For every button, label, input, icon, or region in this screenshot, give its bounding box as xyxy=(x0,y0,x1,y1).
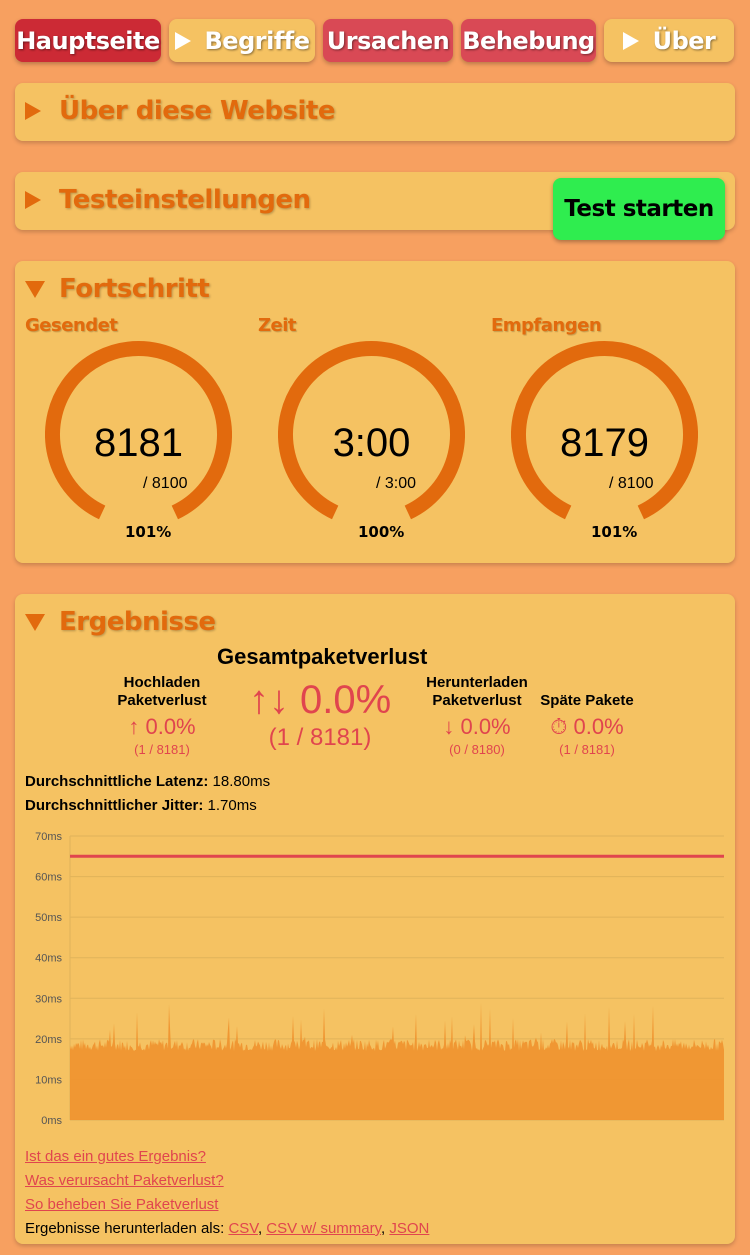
start-test-button[interactable]: Test starten xyxy=(553,178,725,240)
download-prefix: Ergebnisse herunterladen als: xyxy=(25,1220,225,1237)
download-loss-count: (0 / 8180) xyxy=(449,742,505,757)
gauge-label: Empfangen xyxy=(491,315,602,336)
late-packets-count: (1 / 8181) xyxy=(559,742,615,757)
late-packets-stat: Späte Pakete ⏱ 0.0% (1 / 8181) xyxy=(532,692,642,757)
progress-panel-header[interactable]: Fortschritt xyxy=(15,261,735,317)
progress-panel-title: Fortschritt xyxy=(59,274,210,304)
late-packets-value: ⏱ 0.0% xyxy=(550,714,624,739)
nav-causes-button[interactable]: Ursachen xyxy=(323,19,453,62)
expand-icon xyxy=(25,102,41,120)
gauge-time: Zeit 3:00 / 3:00 100% xyxy=(248,313,481,553)
y-tick-label: 50ms xyxy=(35,912,62,924)
total-loss-count: (1 / 8181) xyxy=(268,724,372,751)
about-panel: Über diese Website xyxy=(15,83,735,141)
nav-terms-button[interactable]: Begriffe xyxy=(169,19,315,62)
y-tick-label: 10ms xyxy=(35,1074,62,1086)
gauge-ring xyxy=(511,341,698,520)
gauge-label: Zeit xyxy=(258,315,297,336)
jitter-metric: Durchschnittlicher Jitter: 1.70ms xyxy=(25,797,257,814)
gauge-total: / 8100 xyxy=(609,475,654,492)
total-loss-title: Gesamtpaketverlust xyxy=(217,644,428,669)
gauge-received: Empfangen 8179 / 8100 101% xyxy=(481,313,714,553)
y-tick-label: 0ms xyxy=(41,1115,62,1127)
y-tick-label: 40ms xyxy=(35,953,62,965)
top-nav: Hauptseite Begriffe Ursachen Behebung Üb… xyxy=(15,19,734,62)
settings-panel-title: Testeinstellungen xyxy=(59,185,311,215)
json-link[interactable]: JSON xyxy=(389,1220,430,1237)
collapse-icon xyxy=(25,613,45,631)
good-result-link[interactable]: Ist das ein gutes Ergebnis? xyxy=(25,1148,206,1165)
play-icon xyxy=(174,31,191,50)
total-loss-stat: ↑↓ 0.0% (1 / 8181) xyxy=(230,678,410,752)
upload-loss-value: ↑ 0.0% xyxy=(128,714,196,739)
latency-label: Durchschnittliche Latenz: xyxy=(25,773,209,790)
results-panel: Ergebnisse Gesamtpaketverlust Hochladen … xyxy=(15,594,735,1244)
cause-link[interactable]: Was verursacht Paketverlust? xyxy=(25,1172,224,1189)
gauge-ring xyxy=(45,341,232,520)
nav-home-button[interactable]: Hauptseite xyxy=(15,19,161,62)
nav-fix-button[interactable]: Behebung xyxy=(461,19,596,62)
gauge-arc xyxy=(511,341,698,520)
download-row: Ergebnisse herunterladen als: CSV, CSV w… xyxy=(25,1220,430,1237)
upload-loss-count: (1 / 8181) xyxy=(134,742,190,757)
y-tick-label: 60ms xyxy=(35,872,62,884)
gauge-arc xyxy=(278,341,465,520)
progress-gauges: Gesendet 8181 / 8100 101% Zeit 3:00 / 3:… xyxy=(15,313,735,553)
jitter-label: Durchschnittlicher Jitter: xyxy=(25,797,204,814)
results-panel-title: Ergebnisse xyxy=(59,607,216,637)
download-loss-value: ↓ 0.0% xyxy=(443,714,511,739)
settings-panel-header[interactable]: Testeinstellungen xyxy=(15,172,735,228)
fix-link[interactable]: So beheben Sie Paketverlust xyxy=(25,1196,219,1213)
about-panel-title: Über diese Website xyxy=(59,96,336,126)
latency-metric: Durchschnittliche Latenz: 18.80ms xyxy=(25,773,270,790)
upload-loss-label-2: Paketverlust xyxy=(117,692,207,709)
gauge-percent: 101% xyxy=(591,523,638,541)
results-panel-header[interactable]: Ergebnisse xyxy=(15,594,735,650)
collapse-icon xyxy=(25,280,45,298)
csv-link[interactable]: CSV xyxy=(228,1220,258,1237)
y-tick-label: 70ms xyxy=(35,831,62,843)
latency-chart: 70ms 60ms 50ms 40ms 30ms 20ms 10ms 0ms xyxy=(35,831,724,1127)
gauge-total: / 3:00 xyxy=(376,475,417,492)
upload-loss-stat: Hochladen Paketverlust ↑ 0.0% (1 / 8181) xyxy=(97,674,227,757)
play-icon xyxy=(622,31,639,50)
gauge-label: Gesendet xyxy=(25,315,118,336)
progress-panel: Fortschritt Gesendet 8181 / 8100 101% Ze… xyxy=(15,261,735,563)
download-loss-stat: Herunterladen Paketverlust ↓ 0.0% (0 / 8… xyxy=(412,674,542,757)
gauge-arc xyxy=(45,341,232,520)
gauge-value: 3:00 xyxy=(332,421,411,465)
jitter-value: 1.70ms xyxy=(207,797,257,814)
settings-panel: Testeinstellungen Test starten xyxy=(15,172,735,240)
gauge-value: 8181 xyxy=(94,421,183,465)
latency-area xyxy=(70,1003,724,1120)
upload-loss-label-1: Hochladen xyxy=(123,674,201,691)
csv-summary-link[interactable]: CSV w/ summary xyxy=(266,1220,382,1237)
late-packets-label: Späte Pakete xyxy=(540,692,634,709)
y-tick-label: 30ms xyxy=(35,993,62,1005)
expand-icon xyxy=(25,191,41,209)
gauge-ring xyxy=(278,341,465,520)
gauge-percent: 101% xyxy=(125,523,172,541)
result-links: Ist das ein gutes Ergebnis? Was verursac… xyxy=(25,1145,429,1241)
total-loss-value: ↑↓ 0.0% xyxy=(248,678,392,722)
gauge-percent: 100% xyxy=(358,523,405,541)
about-panel-header[interactable]: Über diese Website xyxy=(15,83,735,139)
download-loss-label-2: Paketverlust xyxy=(432,692,522,709)
gauge-value: 8179 xyxy=(560,421,649,465)
gauge-sent: Gesendet 8181 / 8100 101% xyxy=(15,313,248,553)
gauge-total: / 8100 xyxy=(143,475,188,492)
latency-value: 18.80ms xyxy=(212,773,271,790)
download-loss-label-1: Herunterladen xyxy=(426,674,528,691)
nav-about-button[interactable]: Über xyxy=(604,19,734,62)
y-tick-label: 20ms xyxy=(35,1034,62,1046)
